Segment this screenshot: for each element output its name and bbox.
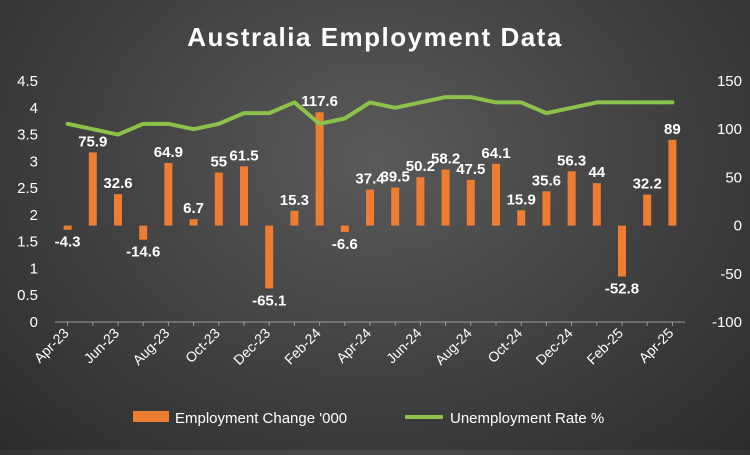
- legend: Employment Change '000 Unemployment Rate…: [133, 410, 604, 427]
- employment-data-label: 35.6: [532, 172, 561, 189]
- employment-bar: [63, 225, 72, 230]
- employment-bar: [391, 187, 400, 226]
- y-left-tick-label: 3.5: [17, 127, 38, 144]
- employment-data-label: 89: [664, 121, 681, 138]
- employment-data-label: 47.5: [456, 161, 485, 178]
- chart-title: Australia Employment Data: [187, 22, 563, 52]
- x-tick-label: Apr-24: [333, 325, 374, 366]
- employment-bar: [618, 225, 626, 277]
- employment-bar: [643, 194, 652, 226]
- employment-data-label: 32.2: [633, 176, 662, 193]
- employment-bar: [189, 219, 198, 226]
- employment-bar: [214, 172, 223, 226]
- employment-data-label: 55: [210, 154, 227, 171]
- unemployment-rate-line: [65, 95, 675, 137]
- employment-data-label: 58.2: [431, 150, 460, 167]
- x-tick-label: Feb-25: [583, 325, 626, 368]
- employment-data-label: 56.3: [557, 152, 586, 169]
- x-tick-label: Jun-23: [81, 325, 123, 367]
- x-tick-label: Dec-24: [532, 325, 575, 368]
- employment-bar: [567, 171, 576, 226]
- y-left-tick-label: 2.5: [17, 180, 38, 197]
- y-right-tick-label: -100: [712, 314, 742, 331]
- y-right-tick-label: 150: [717, 73, 742, 90]
- x-tick-label: Oct-23: [182, 325, 223, 366]
- employment-bar: [542, 191, 551, 226]
- employment-data-label: 117.6: [301, 93, 338, 110]
- employment-bar: [240, 166, 248, 226]
- y-right-tick-label: 0: [734, 218, 742, 235]
- employment-bar: [416, 177, 425, 226]
- employment-bar: [315, 112, 324, 226]
- employment-bar: [114, 194, 122, 226]
- y-left-tick-label: 4.5: [17, 73, 38, 90]
- y-left-tick-label: 1: [30, 260, 38, 277]
- y-left-tick-label: 1.5: [17, 234, 38, 251]
- x-tick-label: Jun-24: [383, 325, 425, 367]
- employment-bar: [466, 179, 475, 226]
- employment-data-label: 64.1: [481, 145, 510, 162]
- axes: 0 0.5 1 1.5 2 2.5 3 3.5 4 4.5 -100 -50 0 50 100 150 Apr-…: [17, 73, 742, 368]
- employment-data-label: 15.9: [507, 191, 536, 208]
- employment-bar: [492, 163, 500, 226]
- legend-swatch-employment: [133, 411, 169, 422]
- bar-series: [63, 112, 677, 289]
- legend-label-employment: Employment Change '000: [175, 410, 347, 427]
- employment-bar: [668, 139, 677, 226]
- employment-bar: [366, 189, 374, 226]
- employment-data-label: 37.4: [355, 171, 385, 188]
- employment-data-label: 6.7: [183, 200, 204, 217]
- employment-data-label: 61.5: [229, 147, 258, 164]
- employment-bar: [592, 183, 601, 226]
- x-tick-label: Dec-23: [230, 325, 273, 368]
- employment-bar: [164, 163, 173, 226]
- employment-data-label: 75.9: [78, 133, 107, 150]
- employment-data-label: -14.6: [126, 244, 160, 261]
- x-tick-label: Apr-25: [635, 325, 676, 366]
- y-left-tick-label: 4: [30, 100, 38, 117]
- employment-data-label: 15.3: [280, 192, 309, 209]
- x-tick-label: Aug-23: [129, 325, 172, 368]
- employment-data-label: 39.5: [381, 169, 410, 186]
- y-left-tick-label: 3: [30, 153, 38, 170]
- employment-data-label: -65.1: [252, 292, 286, 309]
- y-left-tick-label: 0: [30, 314, 38, 331]
- y-left-tick-label: 2: [30, 207, 38, 224]
- employment-data-label: -52.8: [605, 280, 639, 297]
- employment-bar: [340, 225, 349, 232]
- employment-bar: [265, 225, 274, 289]
- x-tick-label: Oct-24: [484, 325, 525, 366]
- line-series: [65, 95, 675, 137]
- employment-bar: [290, 210, 299, 226]
- employment-data-label: -4.3: [55, 234, 81, 251]
- y-left-tick-label: 0.5: [17, 287, 38, 304]
- employment-bar: [441, 169, 450, 226]
- employment-bar: [88, 152, 97, 226]
- employment-data-label: 64.9: [154, 144, 183, 161]
- employment-data-label: 44: [588, 164, 605, 181]
- y-right-tick-label: -50: [720, 266, 742, 283]
- employment-data-label: 50.2: [406, 158, 435, 175]
- y-right-tick-label: 50: [725, 169, 742, 186]
- employment-data-label: -6.6: [332, 236, 358, 253]
- legend-label-unemployment: Unemployment Rate %: [450, 410, 604, 427]
- employment-bar: [139, 225, 148, 240]
- x-tick-label: Aug-24: [432, 325, 475, 368]
- y-right-tick-label: 100: [717, 121, 742, 138]
- employment-data-label: 32.6: [103, 175, 132, 192]
- employment-bar: [517, 210, 526, 226]
- data-labels: -4.3 75.9 32.6 -14.6 64.9 6.7 55 61.5 -65.1 15.3 1…: [55, 93, 681, 309]
- x-tick-label: Feb-24: [281, 325, 324, 368]
